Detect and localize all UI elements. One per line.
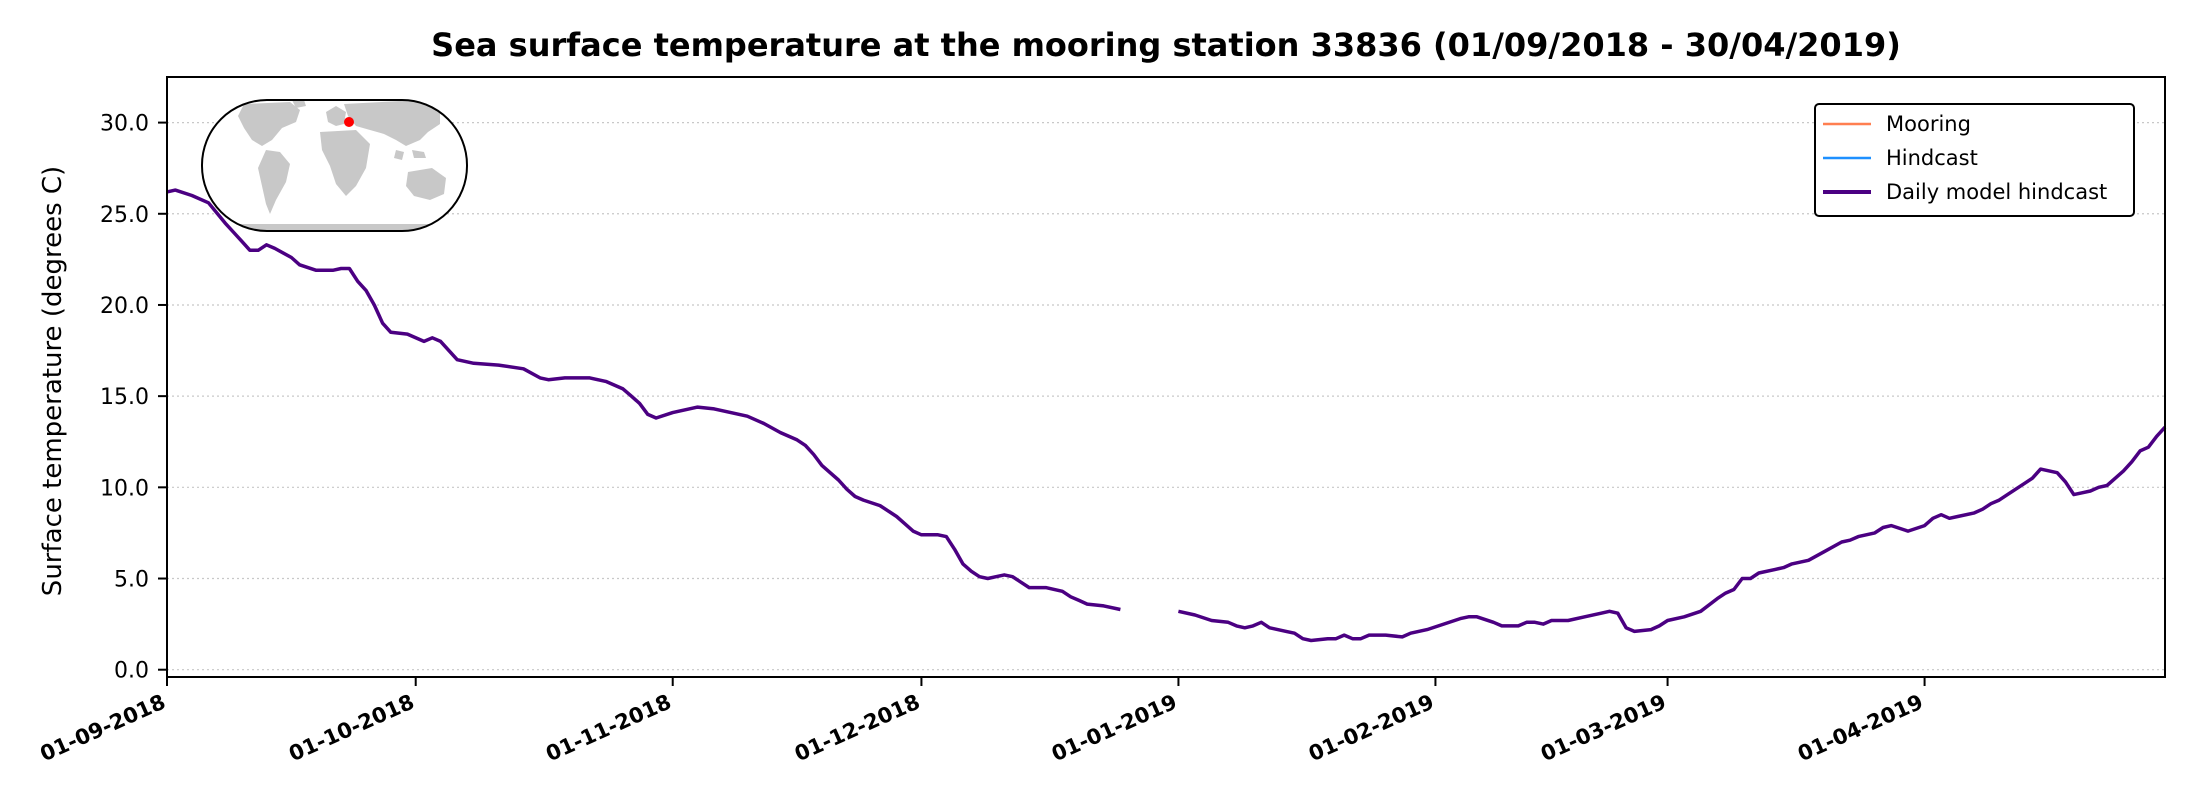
x-tick-label: 01-09-2018: [37, 690, 169, 767]
x-tick-label: 01-03-2019: [1537, 690, 1669, 767]
station-location-marker: [344, 117, 354, 127]
inset-land-shape: [292, 100, 306, 108]
x-tick-label: 01-04-2019: [1794, 690, 1926, 767]
y-tick-label: 0.0: [114, 659, 149, 684]
y-axis-ticks: 0.0 5.0 10.0 15.0 20.0 25.0 30.0: [100, 112, 167, 684]
y-tick-label: 25.0: [100, 203, 149, 228]
x-tick-label: 01-10-2018: [285, 690, 417, 767]
x-axis-ticks: 01-09-2018 01-10-2018 01-11-2018 01-12-2018…: [37, 677, 1927, 766]
legend-box: [1814, 103, 2135, 217]
chart-title: Sea surface temperature at the mooring s…: [431, 26, 1901, 64]
y-tick-label: 15.0: [100, 385, 149, 410]
x-tick-label: 01-01-2019: [1048, 690, 1180, 767]
inset-world-map: [201, 99, 468, 232]
x-tick-label: 01-12-2018: [791, 690, 923, 767]
legend-label-daily-model-hindcast: Daily model hindcast: [1886, 180, 2107, 204]
series-line-2: [1178, 426, 2167, 643]
x-tick-label: 01-02-2019: [1305, 690, 1437, 767]
legend-label-mooring: Mooring: [1886, 112, 1971, 136]
inset-land-shape: [228, 224, 440, 231]
inset-land-shape: [344, 100, 440, 146]
inset-land-shape: [406, 168, 446, 200]
x-tick-label: 01-11-2018: [542, 690, 674, 767]
y-tick-label: 5.0: [114, 568, 149, 593]
y-tick-label: 10.0: [100, 476, 149, 501]
series-lines: [166, 188, 2167, 643]
plot-frame: [166, 76, 2166, 678]
inset-land-masses: [228, 100, 446, 231]
inset-land-shape: [258, 150, 290, 214]
y-tick-label: 20.0: [100, 294, 149, 319]
inset-land-shape: [320, 130, 370, 196]
y-axis-label: Surface temperature (degrees C): [38, 166, 68, 596]
legend: Mooring Hindcast Daily model hindcast: [1814, 103, 2135, 217]
series-line-2: [166, 188, 1121, 612]
inset-land-shape: [394, 150, 404, 160]
inset-land-shape: [238, 102, 300, 146]
legend-label-hindcast: Hindcast: [1886, 146, 1978, 170]
inset-map-border: [201, 99, 468, 232]
y-tick-label: 30.0: [100, 112, 149, 137]
inset-land-shape: [412, 150, 426, 158]
inset-land-shape: [326, 106, 346, 126]
